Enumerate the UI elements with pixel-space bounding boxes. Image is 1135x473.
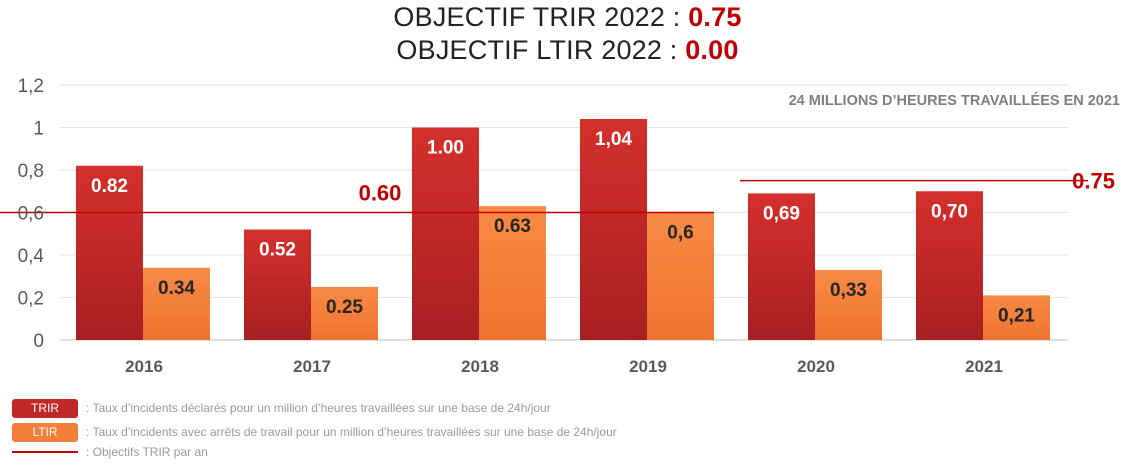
bar-value-label: 0,33: [830, 280, 867, 301]
bar-value-label: 0.63: [494, 216, 531, 237]
bar-ltir-2021: [983, 295, 1050, 340]
y-tick-label: 1: [33, 119, 44, 140]
legend-trir-desc: : Taux d’incidents déclarés pour un mill…: [86, 401, 551, 415]
bar-trir-2018: [412, 127, 479, 340]
bar-value-label: 0.52: [259, 240, 296, 261]
y-tick-label: 0: [33, 331, 44, 352]
x-tick-label: 2021: [965, 357, 1003, 376]
x-tick-label: 2016: [125, 357, 163, 376]
legend-objective: : Objectifs TRIR par an: [12, 442, 208, 462]
y-tick-label: 0,2: [18, 289, 44, 310]
bar-trir-2016: [76, 165, 143, 340]
x-tick-label: 2019: [629, 357, 667, 376]
x-tick-label: 2017: [293, 357, 331, 376]
bar-value-label: 0.82: [91, 176, 128, 197]
bar-trir-2019: [580, 119, 647, 340]
legend-objective-line: [12, 451, 78, 453]
title-ltir-value: 0.00: [685, 35, 739, 65]
bar-ltir-2016: [143, 267, 210, 340]
objective-label: 0.75: [1072, 169, 1115, 194]
bar-chart: 0 0,2 0,4 0,6 0,8 1 1,2 0.82 0.34 2016 0.52 0.25 201…: [0, 76, 1120, 376]
bar-ltir-2019: [647, 212, 714, 340]
y-tick-label: 1,2: [18, 76, 44, 97]
bar-ltir-2020: [815, 269, 882, 340]
title-ltir-objective: OBJECTIF LTIR 2022 : 0.00: [0, 35, 1135, 66]
bar-value-label: 0.25: [326, 297, 363, 318]
bar-trir-2017: [244, 229, 311, 340]
bar-value-label: 1.00: [427, 138, 464, 159]
bar-trir-2020: [748, 193, 815, 340]
x-tick-label: 2020: [797, 357, 835, 376]
bar-value-label: 1,04: [595, 129, 632, 150]
title-trir-label: OBJECTIF TRIR 2022 :: [393, 2, 689, 32]
y-tick-label: 0,6: [18, 204, 44, 225]
x-tick-label: 2018: [461, 357, 499, 376]
bar-value-label: 0,69: [763, 203, 800, 224]
bar-value-label: 0,21: [998, 305, 1035, 326]
y-tick-label: 0,4: [18, 246, 45, 267]
title-ltir-label: OBJECTIF LTIR 2022 :: [396, 35, 686, 65]
bar-value-label: 0,70: [931, 201, 968, 222]
y-tick-label: 0,8: [18, 161, 44, 182]
legend-trir: TRIR : Taux d’incidents déclarés pour un…: [12, 398, 551, 418]
legend-ltir-swatch: LTIR: [12, 422, 78, 442]
legend-ltir-desc: : Taux d’incidents avec arrêts de travai…: [86, 425, 617, 439]
bar-ltir-2017: [311, 286, 378, 340]
bar-value-label: 0.34: [158, 278, 195, 299]
legend-trir-swatch: TRIR: [12, 398, 78, 418]
legend-ltir: LTIR : Taux d’incidents avec arrêts de t…: [12, 422, 617, 442]
bar-trir-2021: [916, 191, 983, 340]
objective-label: 0.60: [359, 181, 402, 206]
title-trir-objective: OBJECTIF TRIR 2022 : 0.75: [0, 2, 1135, 33]
bar-ltir-2018: [479, 206, 546, 340]
bar-value-label: 0,6: [667, 223, 693, 244]
legend-objective-desc: : Objectifs TRIR par an: [86, 445, 208, 459]
title-trir-value: 0.75: [688, 2, 742, 32]
hours-annotation: 24 MILLIONS D’HEURES TRAVAILLÉES EN 2021: [789, 92, 1120, 109]
